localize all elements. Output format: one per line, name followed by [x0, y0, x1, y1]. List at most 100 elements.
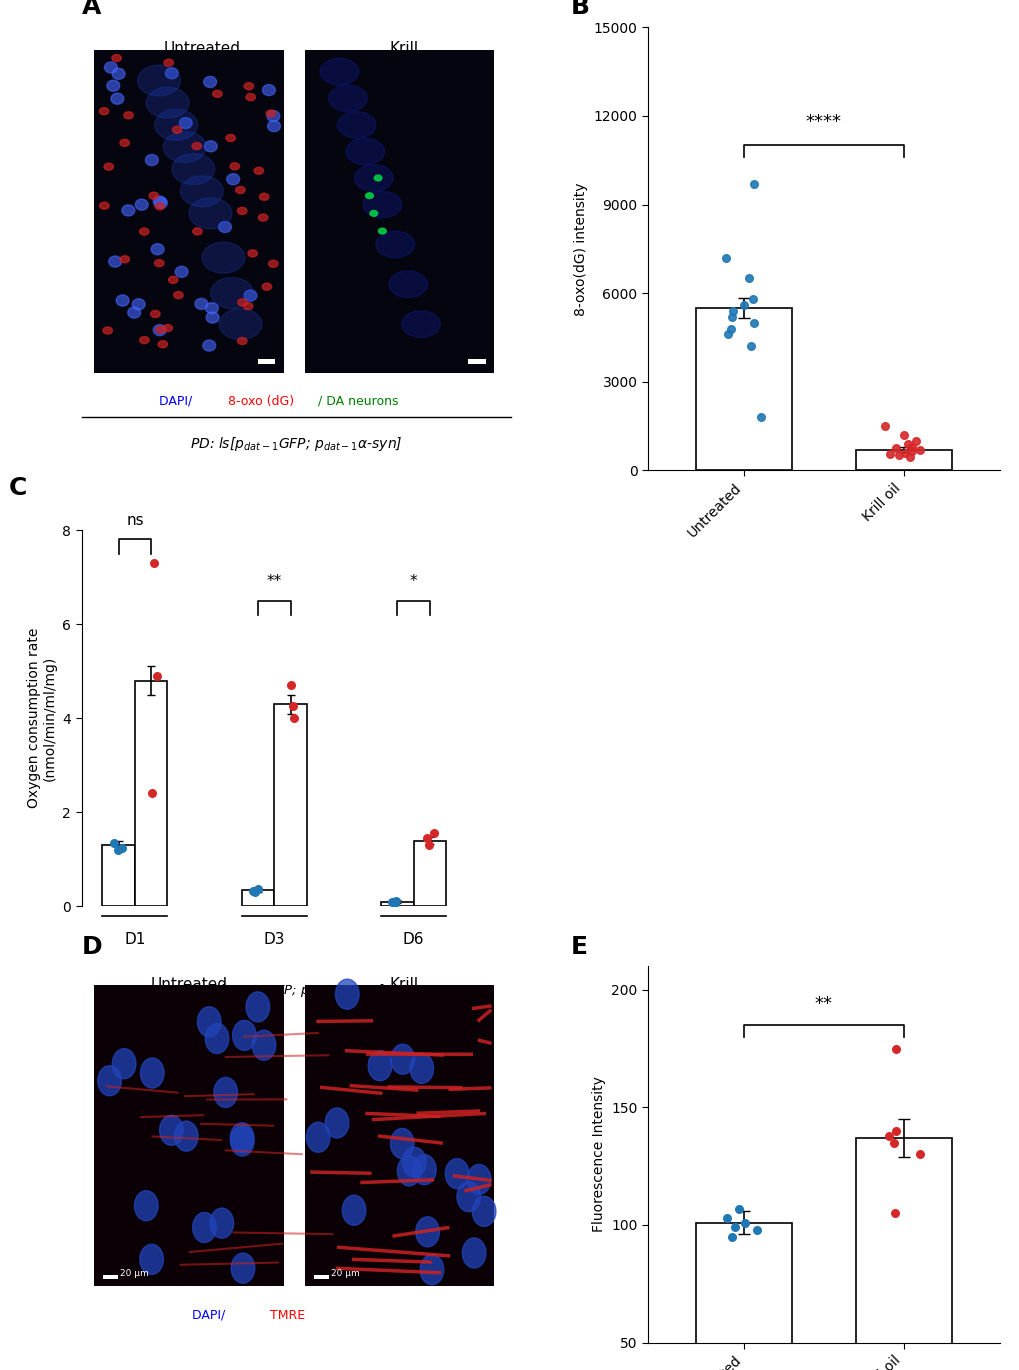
Text: 20 μm: 20 μm: [330, 1269, 360, 1278]
Ellipse shape: [155, 203, 164, 210]
Ellipse shape: [412, 1155, 436, 1185]
Ellipse shape: [140, 227, 149, 236]
Text: DAPI/: DAPI/: [159, 395, 196, 408]
Ellipse shape: [266, 110, 275, 116]
Point: [386, 892, 403, 914]
Point: [384, 892, 400, 914]
Bar: [381, 901, 413, 907]
Ellipse shape: [237, 337, 247, 344]
Ellipse shape: [156, 326, 165, 333]
Ellipse shape: [109, 256, 121, 267]
Ellipse shape: [244, 290, 257, 301]
Ellipse shape: [320, 59, 359, 85]
Ellipse shape: [205, 303, 218, 314]
Bar: [695, 308, 791, 470]
Text: Untreated: Untreated: [151, 977, 227, 992]
Ellipse shape: [153, 196, 166, 207]
Ellipse shape: [149, 192, 158, 199]
Ellipse shape: [192, 142, 201, 149]
Ellipse shape: [159, 1115, 183, 1145]
Y-axis label: Oxygen consumption rate
(nmol/min/ml/mg): Oxygen consumption rate (nmol/min/ml/mg): [26, 627, 57, 808]
Text: 8-oxo (dG): 8-oxo (dG): [227, 395, 293, 408]
Point: [911, 438, 927, 460]
Text: **: **: [814, 995, 832, 1014]
Text: E: E: [570, 934, 587, 959]
Ellipse shape: [112, 68, 125, 79]
Point: [735, 295, 751, 316]
Ellipse shape: [104, 62, 117, 73]
Bar: [242, 890, 274, 907]
Point: [716, 247, 733, 269]
Text: D3: D3: [263, 933, 284, 947]
Ellipse shape: [225, 134, 235, 141]
Point: [723, 306, 740, 327]
Ellipse shape: [230, 1122, 254, 1152]
Point: [742, 336, 758, 358]
Ellipse shape: [103, 327, 112, 334]
Ellipse shape: [246, 992, 269, 1022]
Ellipse shape: [163, 325, 172, 332]
Text: ns: ns: [126, 512, 144, 527]
Ellipse shape: [116, 295, 129, 306]
Ellipse shape: [219, 308, 262, 340]
Ellipse shape: [141, 1058, 164, 1088]
Bar: [468, 359, 485, 364]
Text: Krill: Krill: [389, 977, 418, 992]
Ellipse shape: [120, 140, 129, 147]
Point: [875, 415, 892, 437]
Ellipse shape: [165, 67, 178, 78]
Ellipse shape: [146, 155, 158, 166]
Ellipse shape: [472, 1196, 495, 1226]
Point: [421, 834, 437, 856]
Ellipse shape: [206, 312, 219, 323]
Ellipse shape: [374, 175, 381, 181]
Ellipse shape: [111, 93, 123, 104]
Ellipse shape: [262, 85, 275, 96]
Ellipse shape: [140, 1244, 163, 1274]
Ellipse shape: [146, 88, 189, 118]
Point: [902, 447, 918, 469]
Ellipse shape: [337, 111, 376, 138]
Point: [886, 1132, 902, 1154]
Ellipse shape: [120, 256, 129, 263]
Ellipse shape: [204, 77, 216, 88]
Bar: [855, 1138, 951, 1370]
Point: [247, 881, 263, 903]
Text: D: D: [82, 934, 102, 959]
Ellipse shape: [198, 1007, 221, 1037]
Ellipse shape: [237, 207, 247, 215]
Point: [911, 1144, 927, 1166]
Ellipse shape: [445, 1159, 469, 1189]
Ellipse shape: [390, 1129, 414, 1159]
Ellipse shape: [368, 1051, 391, 1081]
Ellipse shape: [172, 126, 181, 133]
Ellipse shape: [203, 340, 215, 351]
Ellipse shape: [127, 307, 141, 318]
Ellipse shape: [342, 1195, 366, 1225]
Bar: [258, 359, 275, 364]
Point: [890, 444, 906, 466]
Point: [745, 288, 761, 310]
Ellipse shape: [230, 163, 239, 170]
Text: A: A: [82, 0, 101, 19]
Text: TMRE: TMRE: [270, 1308, 305, 1322]
Ellipse shape: [122, 206, 135, 216]
Point: [897, 441, 913, 463]
Text: 20 μm: 20 μm: [120, 1269, 149, 1278]
Ellipse shape: [267, 121, 280, 132]
Ellipse shape: [232, 1021, 256, 1051]
Ellipse shape: [259, 193, 269, 200]
Ellipse shape: [401, 311, 440, 337]
Ellipse shape: [155, 110, 198, 140]
Ellipse shape: [140, 337, 149, 344]
Bar: [103, 1275, 118, 1278]
Ellipse shape: [163, 132, 206, 163]
Ellipse shape: [397, 1156, 421, 1186]
Point: [887, 437, 903, 459]
Point: [110, 838, 126, 860]
Ellipse shape: [457, 1181, 480, 1211]
Y-axis label: Fluorescence Intensity: Fluorescence Intensity: [591, 1077, 605, 1233]
Ellipse shape: [112, 1048, 136, 1078]
Point: [722, 318, 739, 340]
Ellipse shape: [151, 244, 164, 255]
